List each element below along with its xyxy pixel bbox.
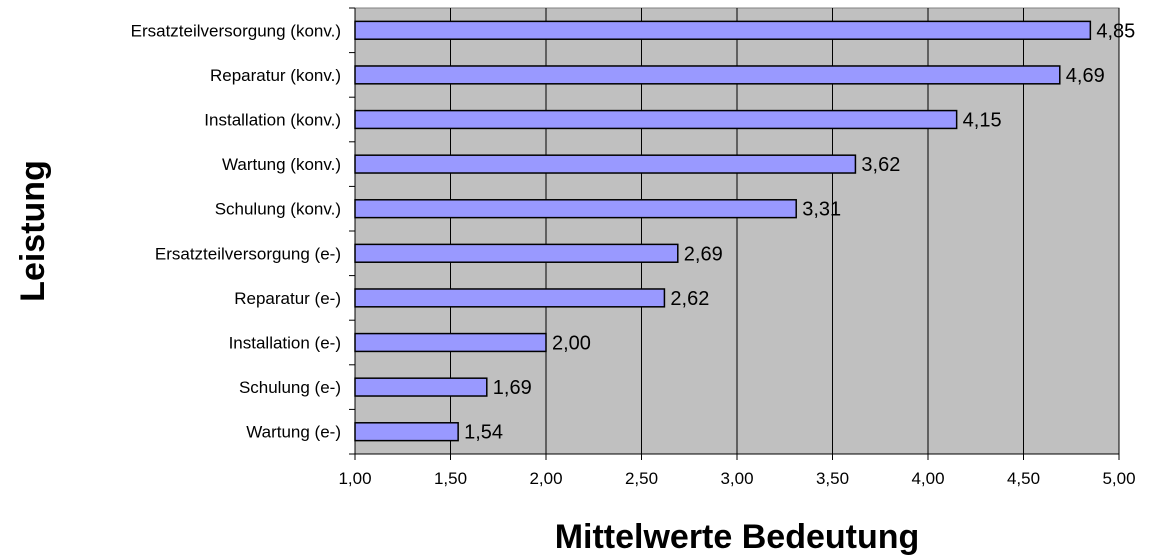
data-label: 2,69 — [684, 243, 723, 265]
category-label: Wartung (konv.) — [222, 155, 341, 174]
category-label: Installation (konv.) — [204, 111, 341, 130]
bar — [354, 65, 1061, 85]
x-axis-title: Mittelwerte Bedeutung — [555, 518, 920, 556]
x-tick-label: 1,50 — [434, 469, 467, 488]
y-axis-title: Leistung — [14, 160, 52, 302]
axes — [349, 7, 1120, 460]
x-tick-label: 3,50 — [816, 469, 849, 488]
category-label: Reparatur (konv.) — [210, 66, 341, 85]
x-tick-label: 4,50 — [1007, 469, 1040, 488]
category-label: Wartung (e-) — [246, 423, 341, 442]
x-tick-label: 3,00 — [720, 469, 753, 488]
category-label: Ersatzteilversorgung (e-) — [155, 244, 341, 263]
category-label: Schulung (konv.) — [215, 200, 341, 219]
x-tick-label: 1,00 — [338, 469, 371, 488]
category-label: Reparatur (e-) — [234, 289, 341, 308]
bar — [354, 199, 797, 219]
bar — [354, 377, 488, 397]
data-label: 3,62 — [861, 154, 900, 176]
x-tick-label: 2,50 — [625, 469, 658, 488]
data-labels: 4,85 4,69 4,15 3,62 3,31 2,69 2,62 2,00 1,69 1,54 — [464, 20, 1135, 443]
category-labels: Ersatzteilversorgung (konv.) Reparatur (k… — [131, 21, 341, 441]
bar — [354, 154, 857, 174]
data-label: 3,31 — [802, 199, 841, 221]
x-tick-label: 5,00 — [1102, 469, 1135, 488]
x-tick-labels: 1,00 1,50 2,00 2,50 3,00 3,50 4,00 4,50 5,00 — [338, 469, 1135, 488]
data-label: 4,69 — [1066, 65, 1105, 87]
data-label: 1,54 — [464, 422, 503, 444]
data-label: 4,15 — [963, 110, 1002, 132]
bar — [354, 332, 547, 353]
bar — [354, 422, 459, 442]
category-label: Schulung (e-) — [239, 378, 341, 397]
bar — [354, 109, 958, 130]
bar — [354, 288, 666, 308]
bar-series — [354, 20, 1092, 442]
x-tick-label: 4,00 — [911, 469, 944, 488]
category-label: Ersatzteilversorgung (konv.) — [131, 21, 341, 40]
x-tick-label: 2,00 — [529, 469, 562, 488]
data-label: 1,69 — [493, 377, 532, 399]
data-label: 4,85 — [1096, 20, 1135, 42]
bar — [354, 20, 1092, 40]
category-label: Installation (e-) — [229, 334, 341, 353]
bar — [354, 243, 679, 263]
data-label: 2,62 — [670, 288, 709, 310]
data-label: 2,00 — [552, 333, 591, 355]
